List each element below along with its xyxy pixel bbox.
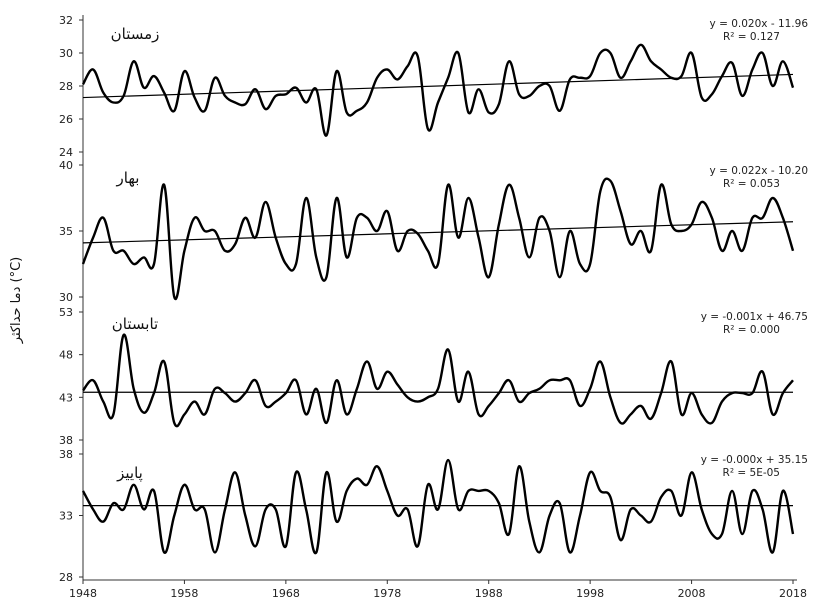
y-tick-label: 53 [59,306,73,319]
trend-equation: y = 0.022x - 10.20 [710,165,808,177]
x-axis: 1948 1958 1968 1978 1988 1998 2008 2018 [69,580,807,600]
x-tick-label: 1978 [373,587,401,600]
x-tick-label: 2018 [779,587,807,600]
series-line [81,458,795,555]
y-axis-label: دما حداکثر (°C) [9,257,24,344]
trend-line [82,73,794,99]
y-tick-label: 30 [59,291,73,304]
x-tick-label: 1958 [170,587,198,600]
season-label: تابستان [112,315,158,333]
season-label: بهار [116,169,140,187]
y-tick-label: 26 [59,113,73,126]
x-tick-label: 1988 [475,587,503,600]
y-tick-label: 43 [59,391,73,404]
r-squared: R² = 5E-05 [723,467,780,479]
trend-equation: y = -0.000x + 35.15 [701,454,808,466]
y-tick-label: 48 [59,349,73,362]
y-tick-label: 38 [59,434,73,447]
r-squared: R² = 0.127 [723,31,780,43]
y-tick-label: 40 [59,159,73,172]
y-tick-label: 28 [59,571,73,584]
x-tick-label: 1968 [272,587,300,600]
season-label: زمستان [111,25,160,43]
y-tick-label: 24 [59,146,73,159]
series-line [81,177,795,301]
trend-equation: y = -0.001x + 46.75 [701,311,808,323]
r-squared: R² = 0.000 [723,324,780,336]
y-tick-label: 33 [59,510,73,523]
season-label: پاییز [116,464,143,483]
series-line [81,43,795,137]
y-tick-label: 38 [59,448,73,461]
r-squared: R² = 0.053 [723,178,780,190]
y-tick-label: 28 [59,80,73,93]
trend-line [82,221,794,244]
y-tick-label: 35 [59,225,73,238]
x-tick-label: 1998 [576,587,604,600]
series-line [82,333,794,428]
trend-equation: y = 0.020x - 11.96 [710,18,809,30]
y-tick-label: 30 [59,47,73,60]
x-tick-label: 1948 [69,587,97,600]
y-tick-label: 32 [59,14,73,27]
x-tick-label: 2008 [678,587,706,600]
